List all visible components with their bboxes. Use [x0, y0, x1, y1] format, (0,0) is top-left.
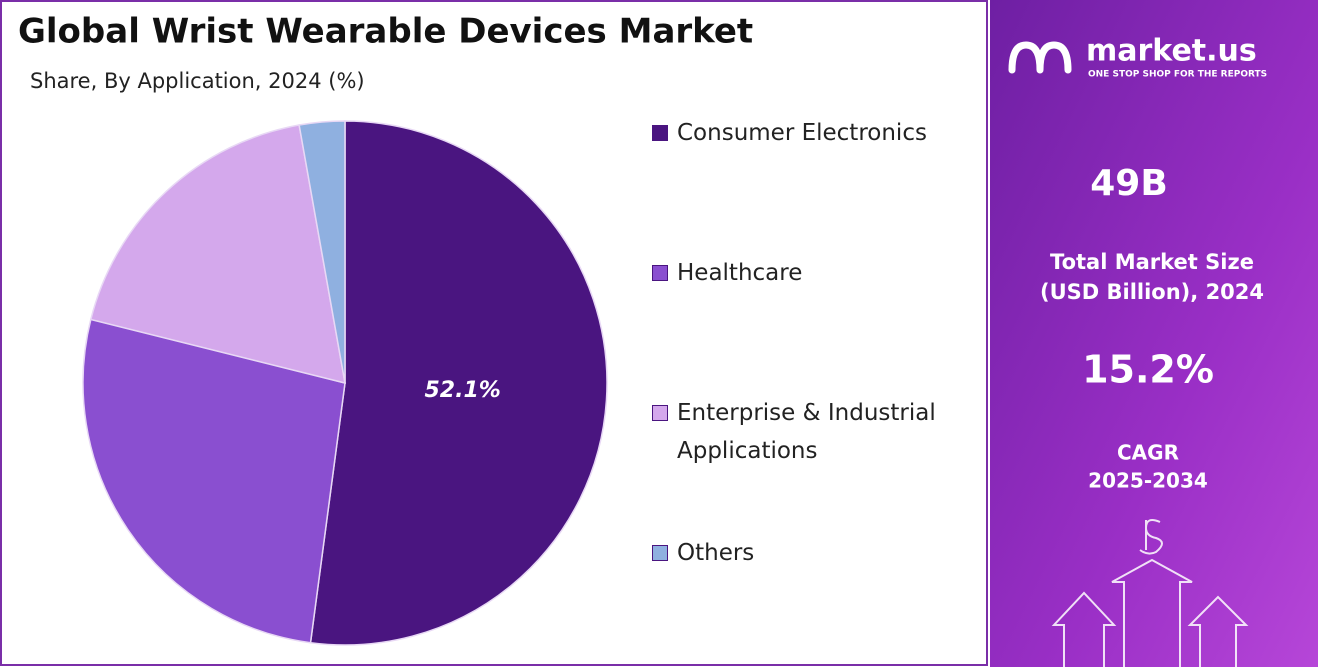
legend-swatch	[652, 265, 668, 281]
chart-subtitle: Share, By Application, 2024 (%)	[30, 69, 365, 93]
brand: market.us	[1086, 34, 1257, 69]
cagr: 15.2%	[1082, 348, 1214, 392]
tagline: ONE STOP SHOP FOR THE REPORTS	[1088, 70, 1267, 80]
legend-label: Others	[677, 540, 755, 566]
legend-item: Others	[652, 534, 972, 572]
legend-item: Healthcare	[652, 254, 972, 292]
cagr-label: CAGR	[1117, 441, 1179, 465]
market-size-label: Total Market Size	[1050, 250, 1254, 274]
legend-item: Consumer Electronics	[652, 114, 972, 152]
chart-title: Global Wrist Wearable Devices Market	[18, 12, 753, 52]
pie-slice	[309, 120, 608, 646]
legend-label: Consumer Electronics	[677, 120, 927, 146]
logo: market.us ONE STOP SHOP FOR THE REPORTS	[1008, 34, 1267, 80]
side-panel	[990, 0, 1318, 667]
pie-slice	[82, 318, 346, 644]
logo-icon	[1008, 41, 1072, 74]
legend-swatch	[652, 545, 668, 561]
legend-label: Enterprise & Industrial Applications	[677, 400, 936, 464]
legend-label: Healthcare	[677, 260, 803, 286]
pie-slice	[89, 124, 346, 385]
cagr-label: 2025-2034	[1088, 469, 1208, 493]
pie: 52.1%	[82, 120, 608, 646]
legend-item: Enterprise & Industrial Applications	[652, 394, 972, 470]
data-label: 52.1%	[424, 378, 500, 403]
pie-slice	[298, 120, 346, 384]
market-size: 49B	[1090, 163, 1168, 204]
market-size-label: (USD Billion), 2024	[1040, 280, 1264, 304]
legend-swatch	[652, 405, 668, 421]
growth-icon	[1051, 519, 1249, 667]
legend-swatch	[652, 125, 668, 141]
